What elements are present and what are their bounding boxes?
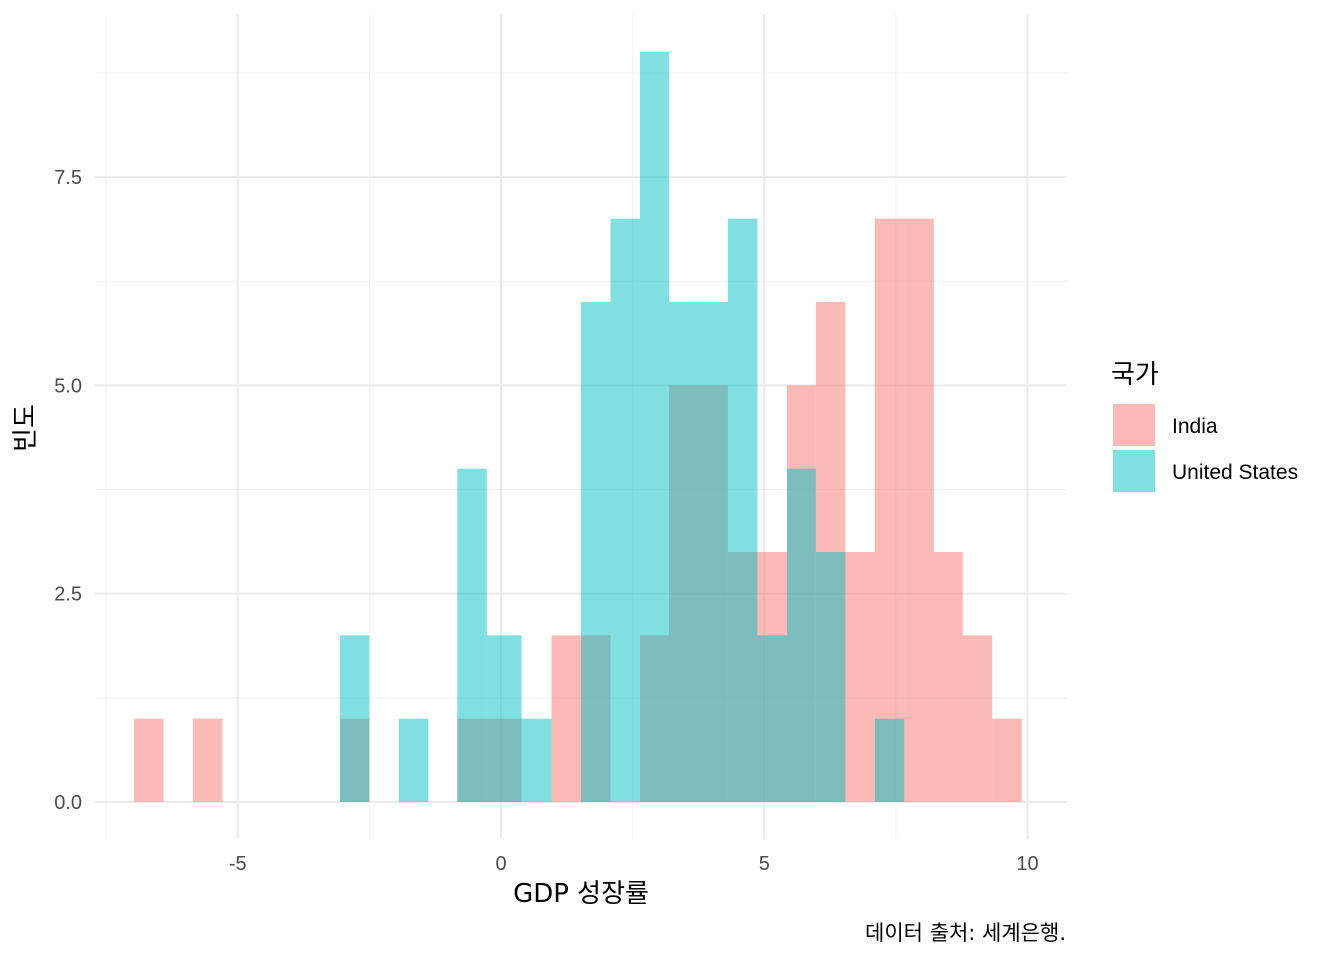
legend-label-india: India — [1172, 415, 1218, 438]
histogram-bar-united-states — [521, 718, 552, 802]
histogram-bar-united-states — [786, 468, 816, 802]
histogram-bar-united-states — [581, 302, 611, 802]
histogram-bar-united-states — [727, 218, 758, 802]
x-tick-label: 0 — [495, 853, 506, 875]
y-axis-title: 빈도 — [11, 404, 41, 452]
histogram-bar-united-states — [815, 552, 846, 802]
histogram-bar-united-states — [610, 218, 640, 802]
x-tick-label: 5 — [759, 853, 770, 875]
histogram-bar-india — [874, 218, 905, 802]
y-tick-label: 5.0 — [54, 375, 82, 397]
legend-label-united-states: United States — [1172, 461, 1298, 484]
y-tick-label: 2.5 — [54, 584, 82, 606]
legend: 국가 India United States — [1111, 360, 1298, 492]
legend-items: India United States — [1113, 404, 1298, 492]
histogram-bar-india — [962, 635, 993, 802]
histogram-bar-india — [933, 552, 963, 802]
legend-swatch-united-states — [1113, 450, 1155, 492]
histogram-bar-united-states — [339, 635, 370, 802]
histogram-bar-united-states — [457, 468, 487, 802]
y-tick-label: 0.0 — [54, 792, 82, 814]
histogram-bar-india — [992, 718, 1022, 802]
histogram-bar-united-states — [398, 718, 429, 802]
histogram-bar-united-states — [874, 718, 905, 802]
histogram-bar-india — [551, 635, 582, 802]
histogram-bars — [134, 52, 1022, 802]
histogram-bar-india — [134, 718, 164, 802]
x-axis-title: GDP 성장률 — [513, 879, 649, 909]
axis-tick-labels: -5 0 5 10 0.0 2.5 5.0 7.5 — [54, 167, 1038, 875]
histogram-bar-united-states — [639, 52, 669, 802]
histogram-bar-united-states — [757, 635, 787, 802]
chart-caption: 데이터 출처: 세계은행. — [865, 921, 1066, 945]
histogram-bar-india — [845, 552, 875, 802]
x-tick-label: 10 — [1016, 853, 1038, 875]
legend-swatch-india — [1113, 404, 1155, 446]
histogram-bar-united-states — [486, 635, 522, 802]
legend-title: 국가 — [1111, 360, 1159, 390]
x-tick-label: -5 — [229, 853, 247, 875]
histogram-bar-india — [904, 218, 934, 802]
histogram-bar-united-states — [698, 302, 728, 802]
y-tick-label: 7.5 — [54, 167, 82, 189]
histogram-bar-united-states — [668, 302, 699, 802]
histogram-bar-india — [192, 718, 223, 802]
